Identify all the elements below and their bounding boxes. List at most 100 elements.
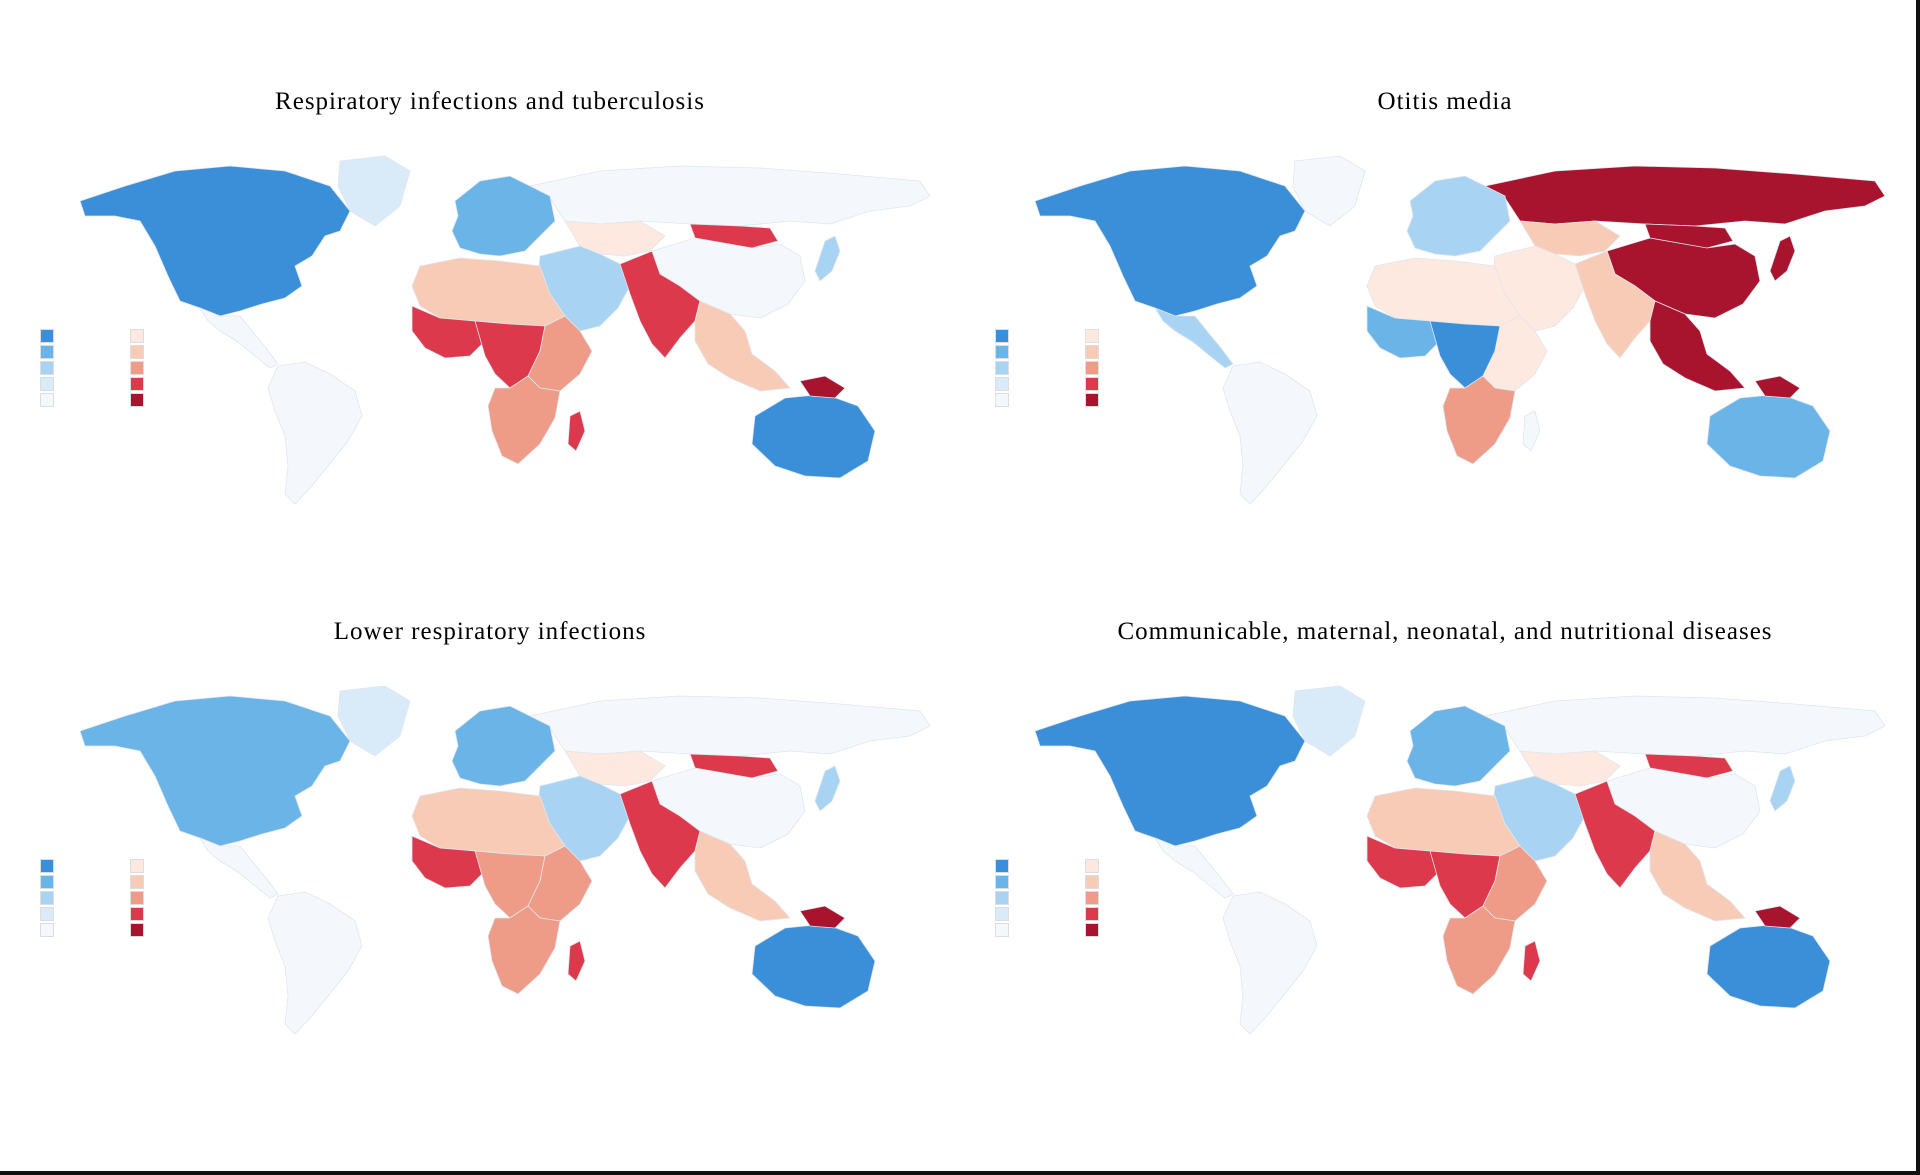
region-central-america	[199, 307, 279, 369]
legend	[40, 846, 220, 956]
legend-column	[40, 328, 130, 408]
region-east-africa	[1482, 315, 1548, 392]
legend-swatch	[130, 393, 144, 407]
region-new-guinea	[1754, 905, 1801, 929]
legend-swatch	[1085, 907, 1099, 921]
world-choropleth	[79, 155, 931, 505]
legend-swatch	[130, 891, 144, 905]
legend-entry	[1085, 922, 1175, 938]
legend-column	[130, 328, 220, 408]
legend-swatch	[40, 377, 54, 391]
region-north-america	[1034, 165, 1306, 317]
legend-swatch	[40, 329, 54, 343]
legend-swatch	[130, 329, 144, 343]
region-central-america	[1154, 307, 1234, 369]
legend	[995, 316, 1175, 426]
legend-entry	[995, 906, 1085, 922]
legend-entry	[995, 344, 1085, 360]
legend-entry	[1085, 858, 1175, 874]
frame-border-bottom	[0, 1171, 1920, 1175]
world-map	[995, 656, 1895, 1036]
region-southern-africa	[487, 375, 561, 465]
legend-entry	[1085, 328, 1175, 344]
legend-entry	[995, 874, 1085, 890]
region-south-america	[1222, 891, 1318, 1035]
region-russia	[528, 165, 931, 227]
region-russia	[1483, 695, 1886, 757]
region-australia	[751, 923, 876, 1009]
region-madagascar	[1522, 410, 1541, 452]
region-east-africa	[1482, 845, 1548, 922]
world-map	[40, 656, 940, 1036]
region-southeast-asia	[1649, 830, 1746, 922]
region-southeast-asia	[694, 830, 791, 922]
legend-entry	[40, 360, 130, 376]
region-north-america	[79, 165, 351, 317]
region-japan	[1769, 235, 1796, 282]
region-europe	[1406, 705, 1511, 787]
region-southeast-asia	[1649, 300, 1746, 392]
legend-entry	[1085, 376, 1175, 392]
region-europe	[451, 705, 556, 787]
legend-column	[995, 858, 1085, 938]
region-southeast-asia	[694, 300, 791, 392]
legend-swatch	[995, 875, 1009, 889]
legend-entry	[995, 360, 1085, 376]
region-russia	[1483, 165, 1886, 227]
panel-title: Otitis media	[1377, 88, 1513, 115]
legend-entry	[130, 392, 220, 408]
region-greenland	[337, 155, 411, 227]
region-new-guinea	[1754, 375, 1801, 399]
legend-swatch	[995, 859, 1009, 873]
region-south-asia	[619, 250, 701, 359]
legend-swatch	[40, 859, 54, 873]
region-australia	[751, 393, 876, 479]
region-madagascar	[567, 940, 586, 982]
region-russia	[528, 695, 931, 757]
legend-swatch	[995, 907, 1009, 921]
region-south-america	[267, 891, 363, 1035]
legend-swatch	[40, 923, 54, 937]
legend-entry	[1085, 360, 1175, 376]
legend-entry	[40, 376, 130, 392]
legend-entry	[130, 344, 220, 360]
legend-swatch	[40, 393, 54, 407]
region-japan	[1769, 765, 1796, 812]
legend-entry	[130, 890, 220, 906]
legend-entry	[40, 858, 130, 874]
region-greenland	[1292, 155, 1366, 227]
legend-swatch	[1085, 345, 1099, 359]
legend-entry	[40, 890, 130, 906]
region-southern-africa	[1442, 375, 1516, 465]
legend-column	[130, 858, 220, 938]
legend-swatch	[995, 891, 1009, 905]
panel-title: Respiratory infections and tuberculosis	[275, 88, 705, 115]
map-panel-lower-respiratory: Lower respiratory infections	[40, 618, 940, 1118]
legend-swatch	[1085, 891, 1099, 905]
legend-swatch	[1085, 361, 1099, 375]
world-map	[40, 126, 940, 506]
legend-swatch	[995, 361, 1009, 375]
legend-swatch	[40, 361, 54, 375]
legend-entry	[40, 344, 130, 360]
legend	[995, 846, 1175, 956]
legend-entry	[1085, 344, 1175, 360]
legend-entry	[1085, 392, 1175, 408]
region-australia	[1706, 393, 1831, 479]
legend-column	[1085, 328, 1175, 408]
legend-swatch	[995, 345, 1009, 359]
legend-column	[40, 858, 130, 938]
legend-entry	[995, 922, 1085, 938]
region-west-africa	[1366, 835, 1441, 889]
region-east-africa	[527, 315, 593, 392]
region-west-africa	[1366, 305, 1441, 359]
world-choropleth	[1034, 155, 1886, 505]
region-japan	[814, 235, 841, 282]
region-central-america	[1154, 837, 1234, 899]
region-west-africa	[411, 305, 486, 359]
legend-entry	[130, 874, 220, 890]
legend-entry	[1085, 890, 1175, 906]
legend-column	[1085, 858, 1175, 938]
legend-entry	[1085, 874, 1175, 890]
legend-swatch	[1085, 859, 1099, 873]
